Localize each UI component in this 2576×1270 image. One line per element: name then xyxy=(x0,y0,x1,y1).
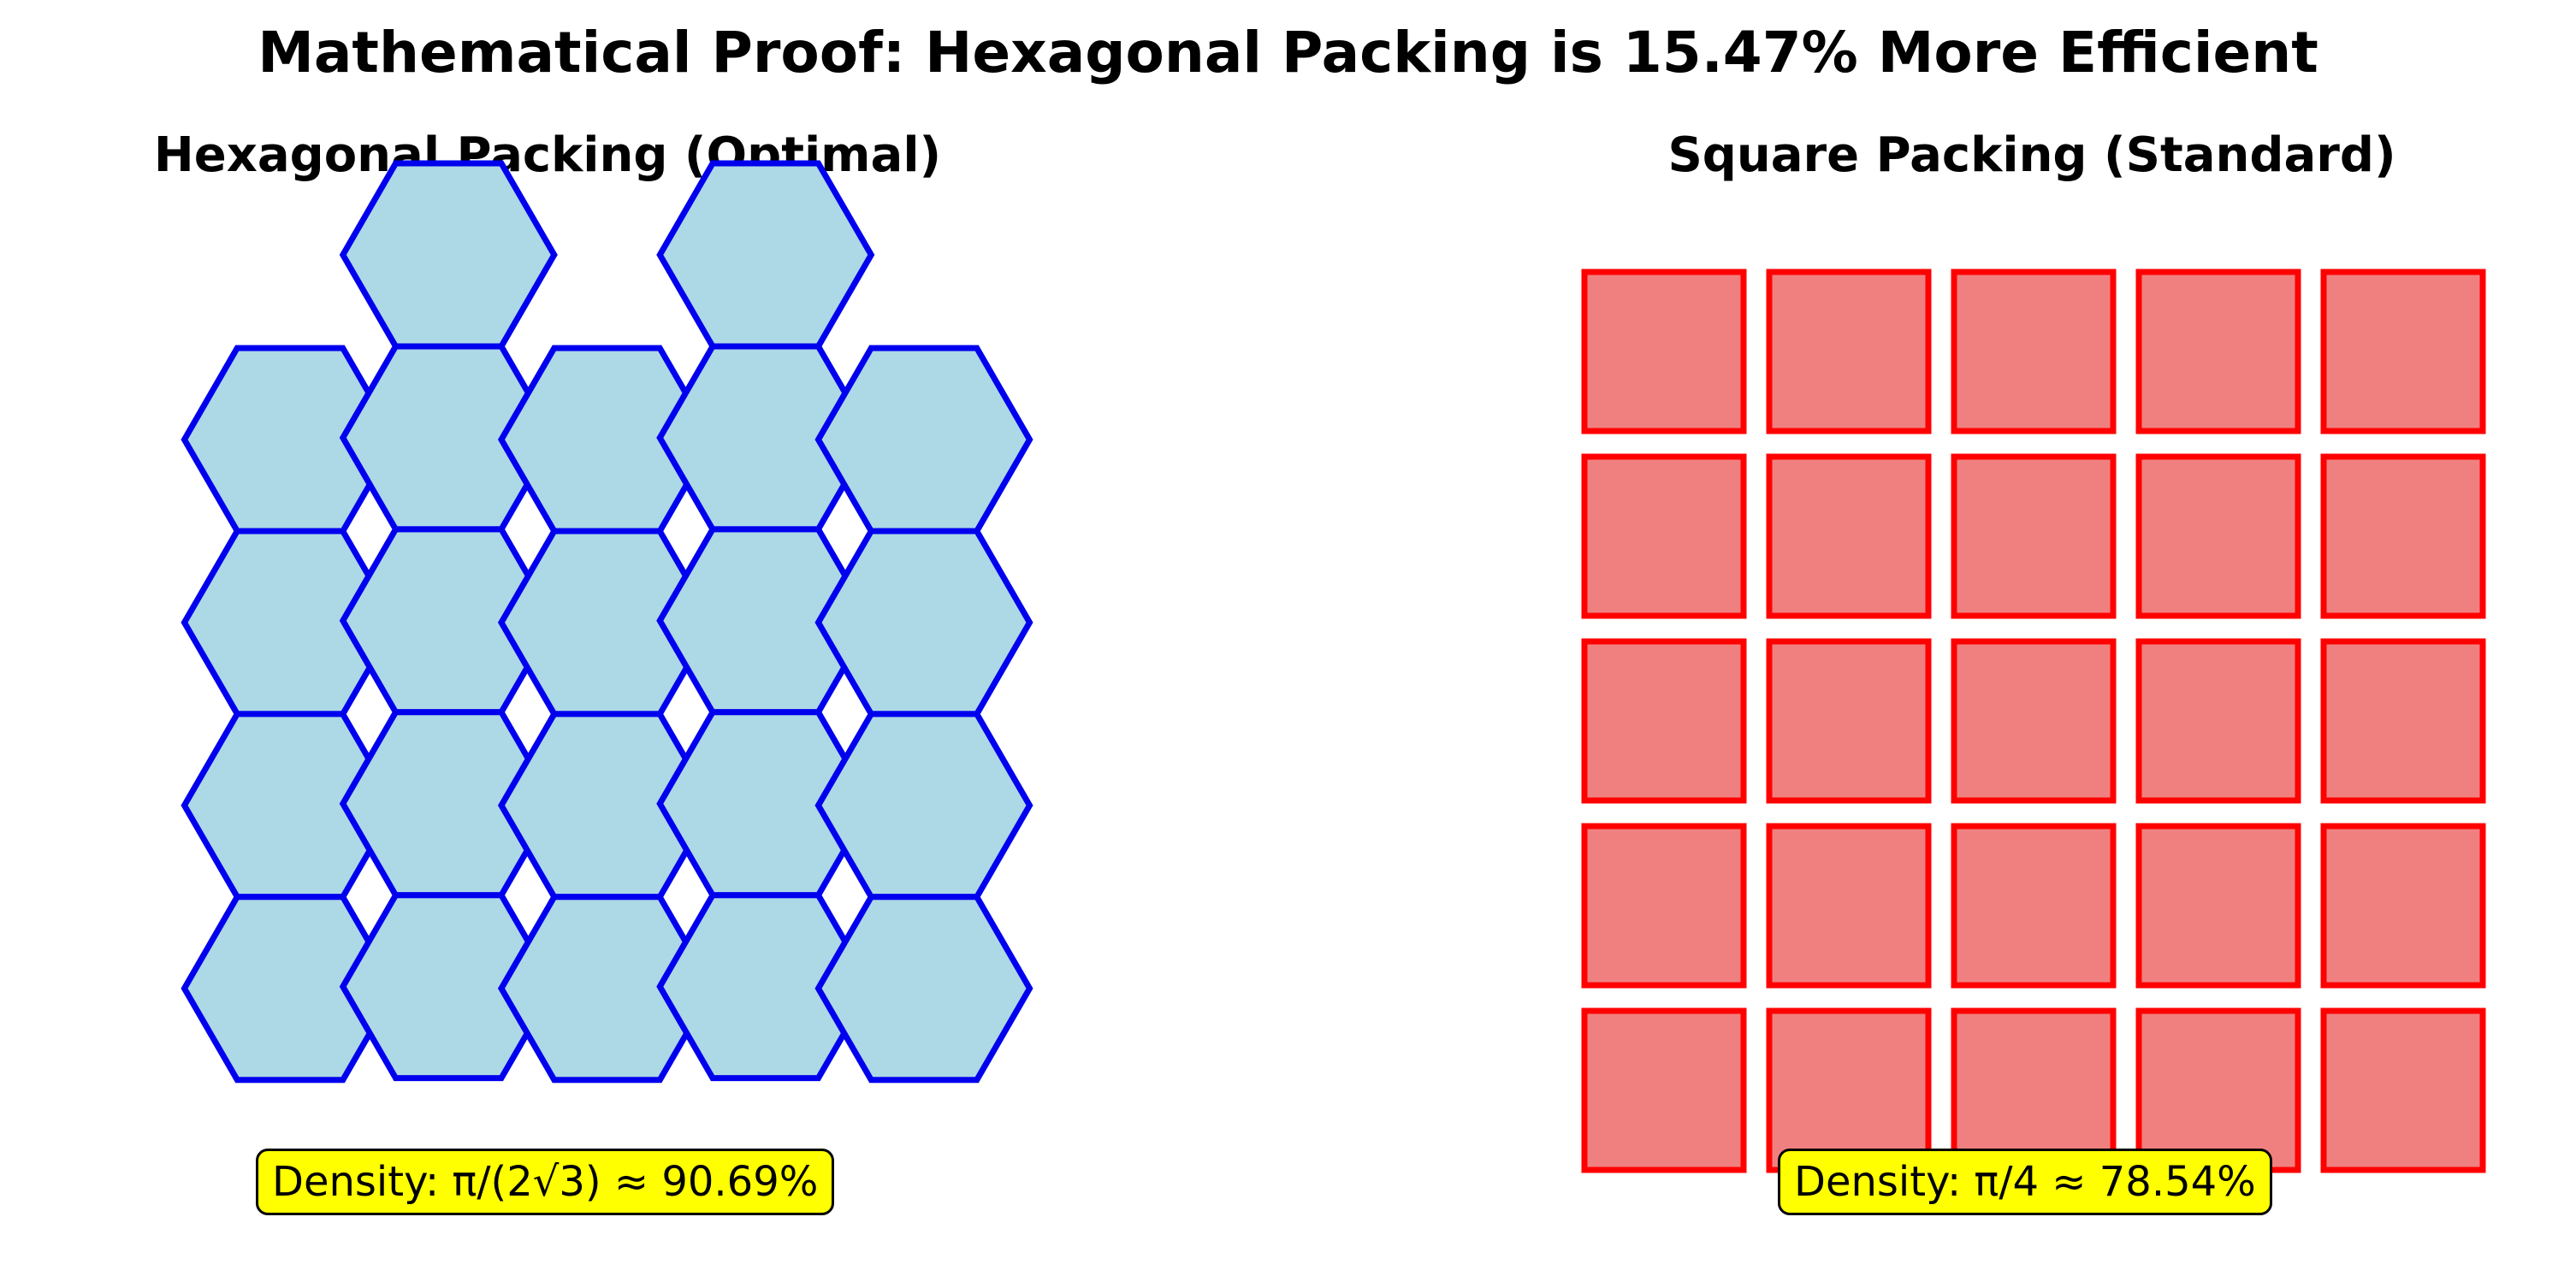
hexagon-cell xyxy=(814,345,1033,535)
square-cell xyxy=(1766,823,1932,989)
square-cell xyxy=(1951,1007,2117,1173)
hexagon-cell xyxy=(656,892,875,1082)
square-cell xyxy=(2135,453,2301,619)
square-cell xyxy=(1766,453,1932,619)
square-cell xyxy=(2135,1007,2301,1173)
hexagon-cell xyxy=(814,711,1033,901)
hexagon-cell xyxy=(339,160,558,350)
hexagon-cell xyxy=(656,160,875,350)
square-panel-title: Square Packing (Standard) xyxy=(1667,127,2396,183)
square-cell xyxy=(2320,638,2486,804)
square-cell xyxy=(1951,269,2117,434)
figure-title: Mathematical Proof: Hexagonal Packing is… xyxy=(258,20,2318,86)
square-cell xyxy=(2135,269,2301,434)
square-cell xyxy=(2135,823,2301,989)
square-cell xyxy=(2135,638,2301,804)
square-cell xyxy=(1581,823,1747,989)
hexagon-cell xyxy=(814,894,1033,1084)
square-cell xyxy=(2320,1007,2486,1173)
square-cell xyxy=(1766,638,1932,804)
square-cell xyxy=(1951,453,2117,619)
hexagonal-density-label: Density: π/(2√3) ≈ 90.69% xyxy=(256,1149,835,1215)
hexagon-cell xyxy=(497,894,717,1084)
square-cell xyxy=(2320,269,2486,434)
square-cell xyxy=(1581,453,1747,619)
square-density-label: Density: π/4 ≈ 78.54% xyxy=(1778,1149,2272,1215)
hexagon-cell xyxy=(181,894,400,1084)
square-cell xyxy=(1951,638,2117,804)
square-cell xyxy=(2320,453,2486,619)
square-cell xyxy=(2320,823,2486,989)
square-cell xyxy=(1766,1007,1932,1173)
square-cell xyxy=(1581,638,1747,804)
hexagon-cell xyxy=(339,892,558,1082)
square-cell xyxy=(1951,823,2117,989)
square-cell xyxy=(1581,1007,1747,1173)
square-cell xyxy=(1766,269,1932,434)
square-cell xyxy=(1581,269,1747,434)
hexagon-cell xyxy=(814,528,1033,718)
